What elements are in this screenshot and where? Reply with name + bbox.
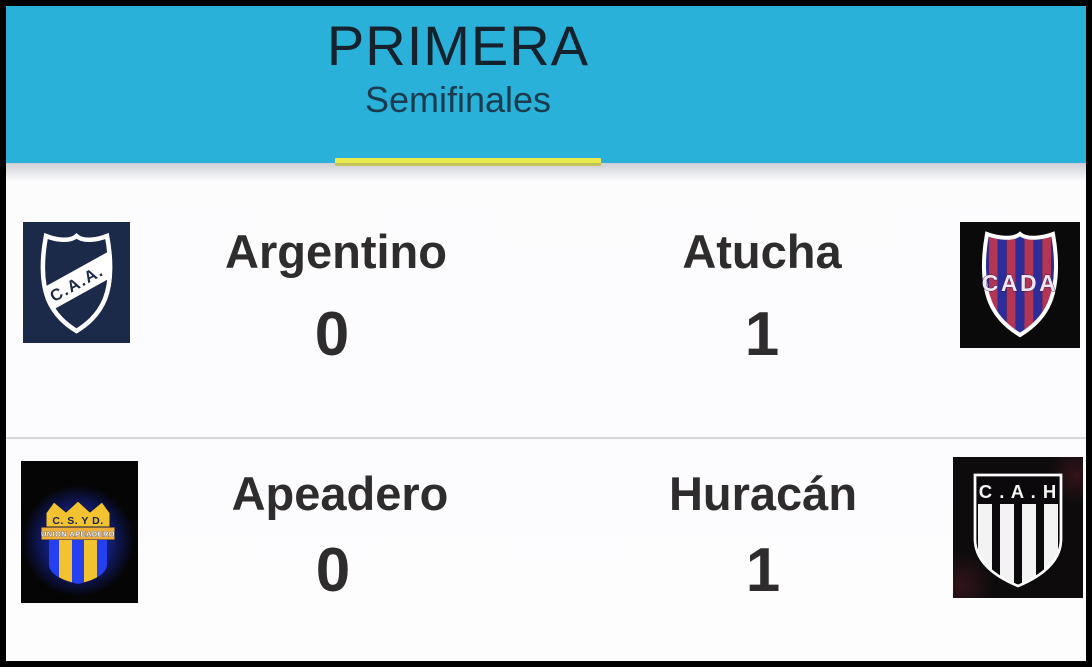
away-team-score: 1 bbox=[745, 536, 781, 605]
huracan-crest-initials: C . A . H bbox=[979, 481, 1058, 502]
apeadero-crest-line1: C. S. Y D. bbox=[52, 515, 103, 527]
row-divider bbox=[6, 437, 1086, 439]
header-shadow bbox=[6, 163, 1086, 181]
header-text-group: PRIMERA Semifinales bbox=[6, 6, 910, 122]
home-team-score: 0 bbox=[315, 536, 351, 605]
argentino-crest-icon: C.A.A. bbox=[23, 222, 130, 343]
page-title: PRIMERA bbox=[326, 14, 590, 77]
away-team-name: Atucha bbox=[682, 225, 842, 278]
away-team-score: 1 bbox=[744, 300, 780, 369]
home-team-score: 0 bbox=[314, 300, 350, 369]
atucha-crest-initials: CADA bbox=[982, 270, 1058, 296]
atucha-crest-icon: CADA bbox=[960, 222, 1080, 348]
page-subtitle: Semifinales bbox=[364, 79, 552, 120]
header-banner: PRIMERA Semifinales bbox=[6, 6, 1086, 166]
title-underline bbox=[335, 158, 601, 166]
apeadero-crest-line2: UNION APEADERO bbox=[41, 530, 115, 539]
home-team-name: Argentino bbox=[225, 225, 447, 278]
huracan-crest-icon: C . A . H bbox=[953, 457, 1083, 598]
away-team-name: Huracán bbox=[668, 467, 858, 520]
home-team-name: Apeadero bbox=[231, 467, 449, 520]
apeadero-crest-icon: C. S. Y D. UNION APEADERO bbox=[21, 461, 138, 603]
